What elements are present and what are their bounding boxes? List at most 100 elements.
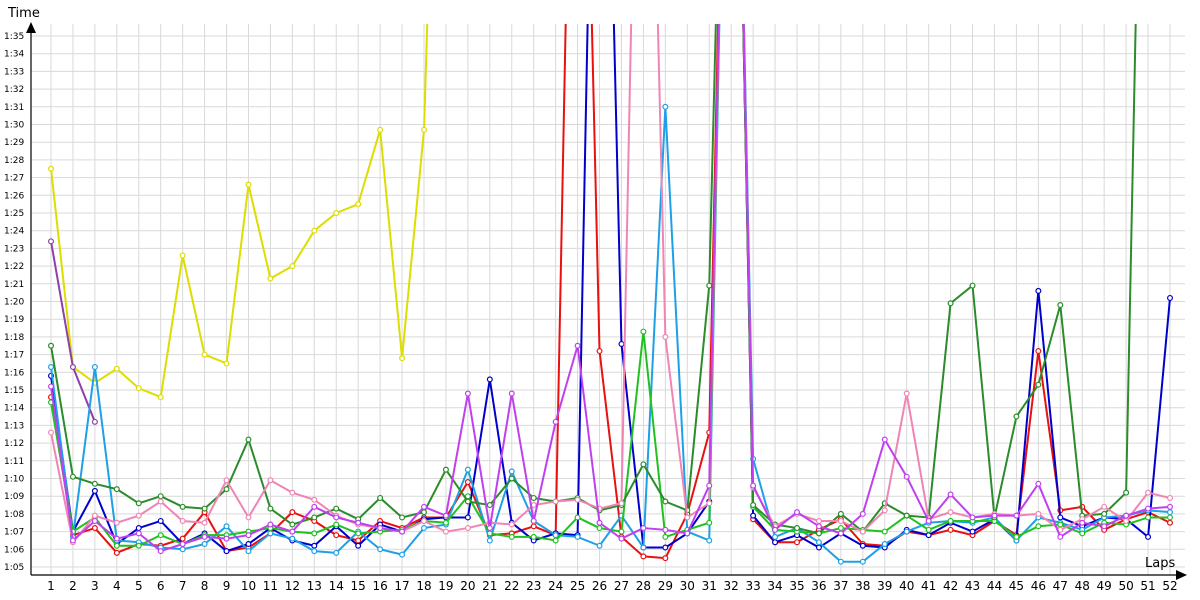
data-point: [662, 498, 669, 505]
y-tick-label: 1:30: [4, 121, 24, 131]
data-point: [179, 503, 186, 510]
data-point: [333, 532, 340, 539]
x-tick-label: 48: [1075, 579, 1090, 593]
data-point: [662, 555, 669, 562]
data-point: [245, 436, 252, 443]
data-point: [157, 498, 164, 505]
y-tick-label: 1:26: [4, 191, 24, 201]
x-tick-label: 38: [855, 579, 870, 593]
data-point: [201, 519, 208, 526]
data-point: [267, 530, 274, 537]
data-point: [333, 505, 340, 512]
data-point: [245, 548, 252, 555]
data-point: [793, 539, 800, 546]
y-tick-label: 1:16: [4, 368, 24, 378]
data-point: [399, 514, 406, 521]
data-point: [574, 514, 581, 521]
data-point: [1166, 503, 1173, 510]
data-point: [179, 535, 186, 542]
y-tick-label: 1:34: [4, 50, 24, 60]
y-tick-label: 1:08: [4, 510, 24, 520]
x-tick-label: 44: [987, 579, 1002, 593]
data-point: [135, 512, 142, 519]
x-tick-label: 21: [482, 579, 497, 593]
data-point: [1145, 533, 1152, 540]
data-point: [91, 418, 98, 425]
x-tick-label: 19: [438, 579, 453, 593]
data-point: [311, 542, 318, 549]
x-tick-label: 1: [47, 579, 55, 593]
data-point: [486, 502, 493, 509]
x-tick-label: 7: [179, 579, 187, 593]
data-point: [903, 528, 910, 535]
data-point: [881, 540, 888, 547]
data-point: [157, 394, 164, 401]
data-point: [793, 525, 800, 532]
data-point: [1057, 302, 1064, 309]
data-point: [969, 514, 976, 521]
y-tick-label: 1:23: [4, 244, 24, 254]
data-point: [969, 282, 976, 289]
data-point: [157, 493, 164, 500]
data-point: [815, 539, 822, 546]
data-point: [223, 360, 230, 367]
y-tick-label: 1:09: [4, 492, 24, 502]
data-point: [837, 517, 844, 524]
data-point: [355, 542, 362, 549]
y-tick-label: 1:06: [4, 545, 24, 555]
x-tick-label: 51: [1140, 579, 1155, 593]
data-point: [706, 537, 713, 544]
y-tick-label: 1:05: [4, 563, 24, 573]
data-point: [1145, 514, 1152, 521]
data-point: [289, 263, 296, 270]
x-tick-label: 42: [943, 579, 958, 593]
axes: Time Laps: [7, 6, 1187, 580]
data-point: [355, 201, 362, 208]
data-point: [267, 505, 274, 512]
x-tick-label: 8: [201, 579, 209, 593]
data-point: [333, 514, 340, 521]
data-point: [750, 502, 757, 509]
data-point: [113, 542, 120, 549]
series-4: [47, 24, 1173, 565]
data-point: [91, 363, 98, 370]
data-point: [113, 486, 120, 493]
x-tick-label: 6: [157, 579, 165, 593]
x-tick-label: 17: [394, 579, 409, 593]
data-point: [311, 227, 318, 234]
data-point: [135, 385, 142, 392]
series-8: [47, 24, 1173, 555]
data-point: [618, 500, 625, 507]
y-tick-label: 1:35: [4, 32, 24, 42]
data-point: [333, 210, 340, 217]
data-point: [47, 429, 54, 436]
data-point: [530, 523, 537, 530]
data-point: [113, 535, 120, 542]
data-point: [552, 532, 559, 539]
data-point: [442, 528, 449, 535]
y-tick-label: 1:14: [4, 404, 24, 414]
data-point: [201, 540, 208, 547]
data-point: [574, 533, 581, 540]
data-point: [267, 521, 274, 528]
y-tick-label: 1:24: [4, 227, 24, 237]
data-point: [508, 390, 515, 397]
data-point: [135, 525, 142, 532]
y-tick-label: 1:21: [4, 280, 24, 290]
data-point: [157, 548, 164, 555]
y-tick-label: 1:29: [4, 138, 24, 148]
data-point: [530, 517, 537, 524]
data-point: [1101, 523, 1108, 530]
data-point: [69, 363, 76, 370]
data-point: [223, 548, 230, 555]
series: [47, 24, 1173, 565]
data-point: [530, 494, 537, 501]
data-point: [640, 553, 647, 560]
data-point: [464, 479, 471, 486]
data-point: [1123, 517, 1130, 524]
series-line: [50, 24, 1171, 553]
x-tick-label: 35: [789, 579, 804, 593]
series-line: [50, 24, 1170, 547]
data-point: [311, 503, 318, 510]
data-point: [1013, 533, 1020, 540]
